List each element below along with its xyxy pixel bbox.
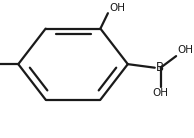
Text: OH: OH: [110, 2, 126, 13]
Text: OH: OH: [177, 45, 193, 55]
Text: B: B: [156, 61, 164, 74]
Text: OH: OH: [153, 88, 169, 98]
